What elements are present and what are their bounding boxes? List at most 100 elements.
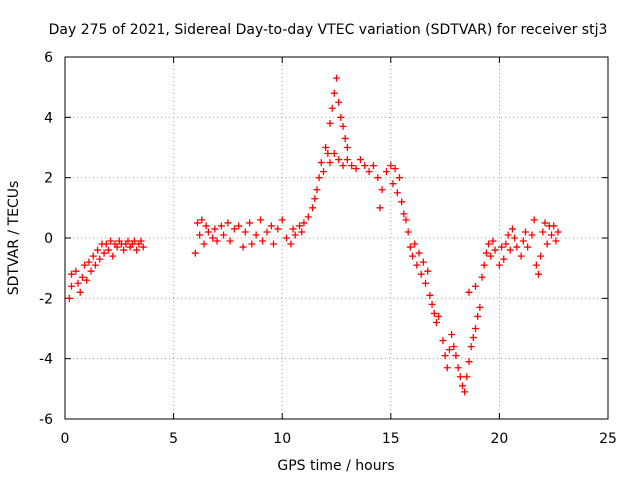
data-point [472, 282, 480, 290]
data-point [415, 249, 423, 257]
data-point [448, 331, 456, 339]
data-point [506, 246, 514, 254]
data-point [319, 168, 327, 176]
data-point [489, 237, 497, 245]
data-point [419, 258, 427, 266]
data-point [478, 273, 486, 281]
data-point [287, 240, 295, 248]
data-point [387, 162, 395, 170]
axis-ticks [64, 56, 609, 420]
x-tick-label: 15 [382, 431, 400, 447]
data-point [406, 243, 414, 251]
data-point [391, 165, 399, 173]
data-point [411, 240, 419, 248]
data-point [326, 119, 334, 127]
data-point [72, 267, 80, 275]
data-point [326, 159, 334, 167]
data-point [65, 294, 73, 302]
data-point [400, 210, 408, 218]
data-point [259, 237, 267, 245]
data-point [456, 373, 464, 381]
data-point [378, 186, 386, 194]
data-point [274, 225, 282, 233]
data-point [389, 180, 397, 188]
data-point [87, 267, 95, 275]
data-point [330, 150, 338, 158]
data-point [374, 174, 382, 182]
data-point [81, 261, 89, 269]
data-point [508, 225, 516, 233]
chart-title: Day 275 of 2021, Sidereal Day-to-day VTE… [49, 22, 608, 38]
data-point [68, 282, 76, 290]
data-point [343, 156, 351, 164]
data-point [528, 231, 536, 239]
data-point [519, 237, 527, 245]
x-tick-label: 25 [599, 431, 617, 447]
x-tick-label: 0 [61, 431, 70, 447]
data-point [139, 243, 147, 251]
data-point [248, 240, 256, 248]
data-point [317, 159, 325, 167]
data-point [85, 258, 93, 266]
data-point [548, 231, 556, 239]
x-tick-label: 10 [273, 431, 291, 447]
data-points [65, 74, 562, 396]
data-point [270, 240, 278, 248]
data-point [311, 195, 319, 203]
data-point [534, 270, 542, 278]
data-point [480, 261, 488, 269]
x-tick-label: 5 [169, 431, 178, 447]
data-point [68, 270, 76, 278]
data-point [283, 234, 291, 242]
data-point [204, 228, 212, 236]
data-point [230, 225, 238, 233]
data-point [239, 243, 247, 251]
data-point [382, 168, 390, 176]
data-point [235, 222, 243, 230]
data-point [200, 240, 208, 248]
y-tick-label: 2 [44, 171, 53, 187]
data-point [524, 243, 532, 251]
data-point [395, 174, 403, 182]
data-point [543, 240, 551, 248]
data-point [422, 279, 430, 287]
data-point [452, 352, 460, 360]
data-point [94, 246, 102, 254]
data-point [341, 134, 349, 142]
data-point [83, 276, 91, 284]
x-tick-label: 20 [490, 431, 508, 447]
data-point [376, 204, 384, 212]
data-point [263, 228, 271, 236]
data-point [430, 309, 438, 317]
data-point [398, 198, 406, 206]
data-point [246, 219, 254, 227]
data-point [463, 373, 471, 381]
data-point [530, 216, 538, 224]
data-point [289, 225, 297, 233]
data-point [322, 144, 330, 151]
data-point [107, 237, 115, 245]
data-point [413, 261, 421, 269]
data-point [324, 150, 332, 158]
data-point [313, 186, 321, 194]
data-point [465, 288, 473, 296]
data-point [304, 213, 312, 221]
data-point [315, 174, 323, 182]
data-point [104, 246, 112, 254]
data-point [102, 240, 110, 248]
data-point [502, 240, 510, 248]
data-point [469, 334, 477, 342]
data-point [441, 352, 449, 360]
data-point [532, 261, 540, 269]
data-point [521, 228, 529, 236]
y-tick-label: 6 [44, 50, 53, 66]
data-point [539, 228, 547, 236]
data-point [417, 270, 425, 278]
data-point [193, 219, 201, 227]
data-point [435, 312, 443, 320]
data-point [356, 156, 364, 164]
data-point [461, 388, 469, 396]
data-point [278, 216, 286, 224]
data-point [89, 252, 97, 260]
data-point [426, 291, 434, 299]
